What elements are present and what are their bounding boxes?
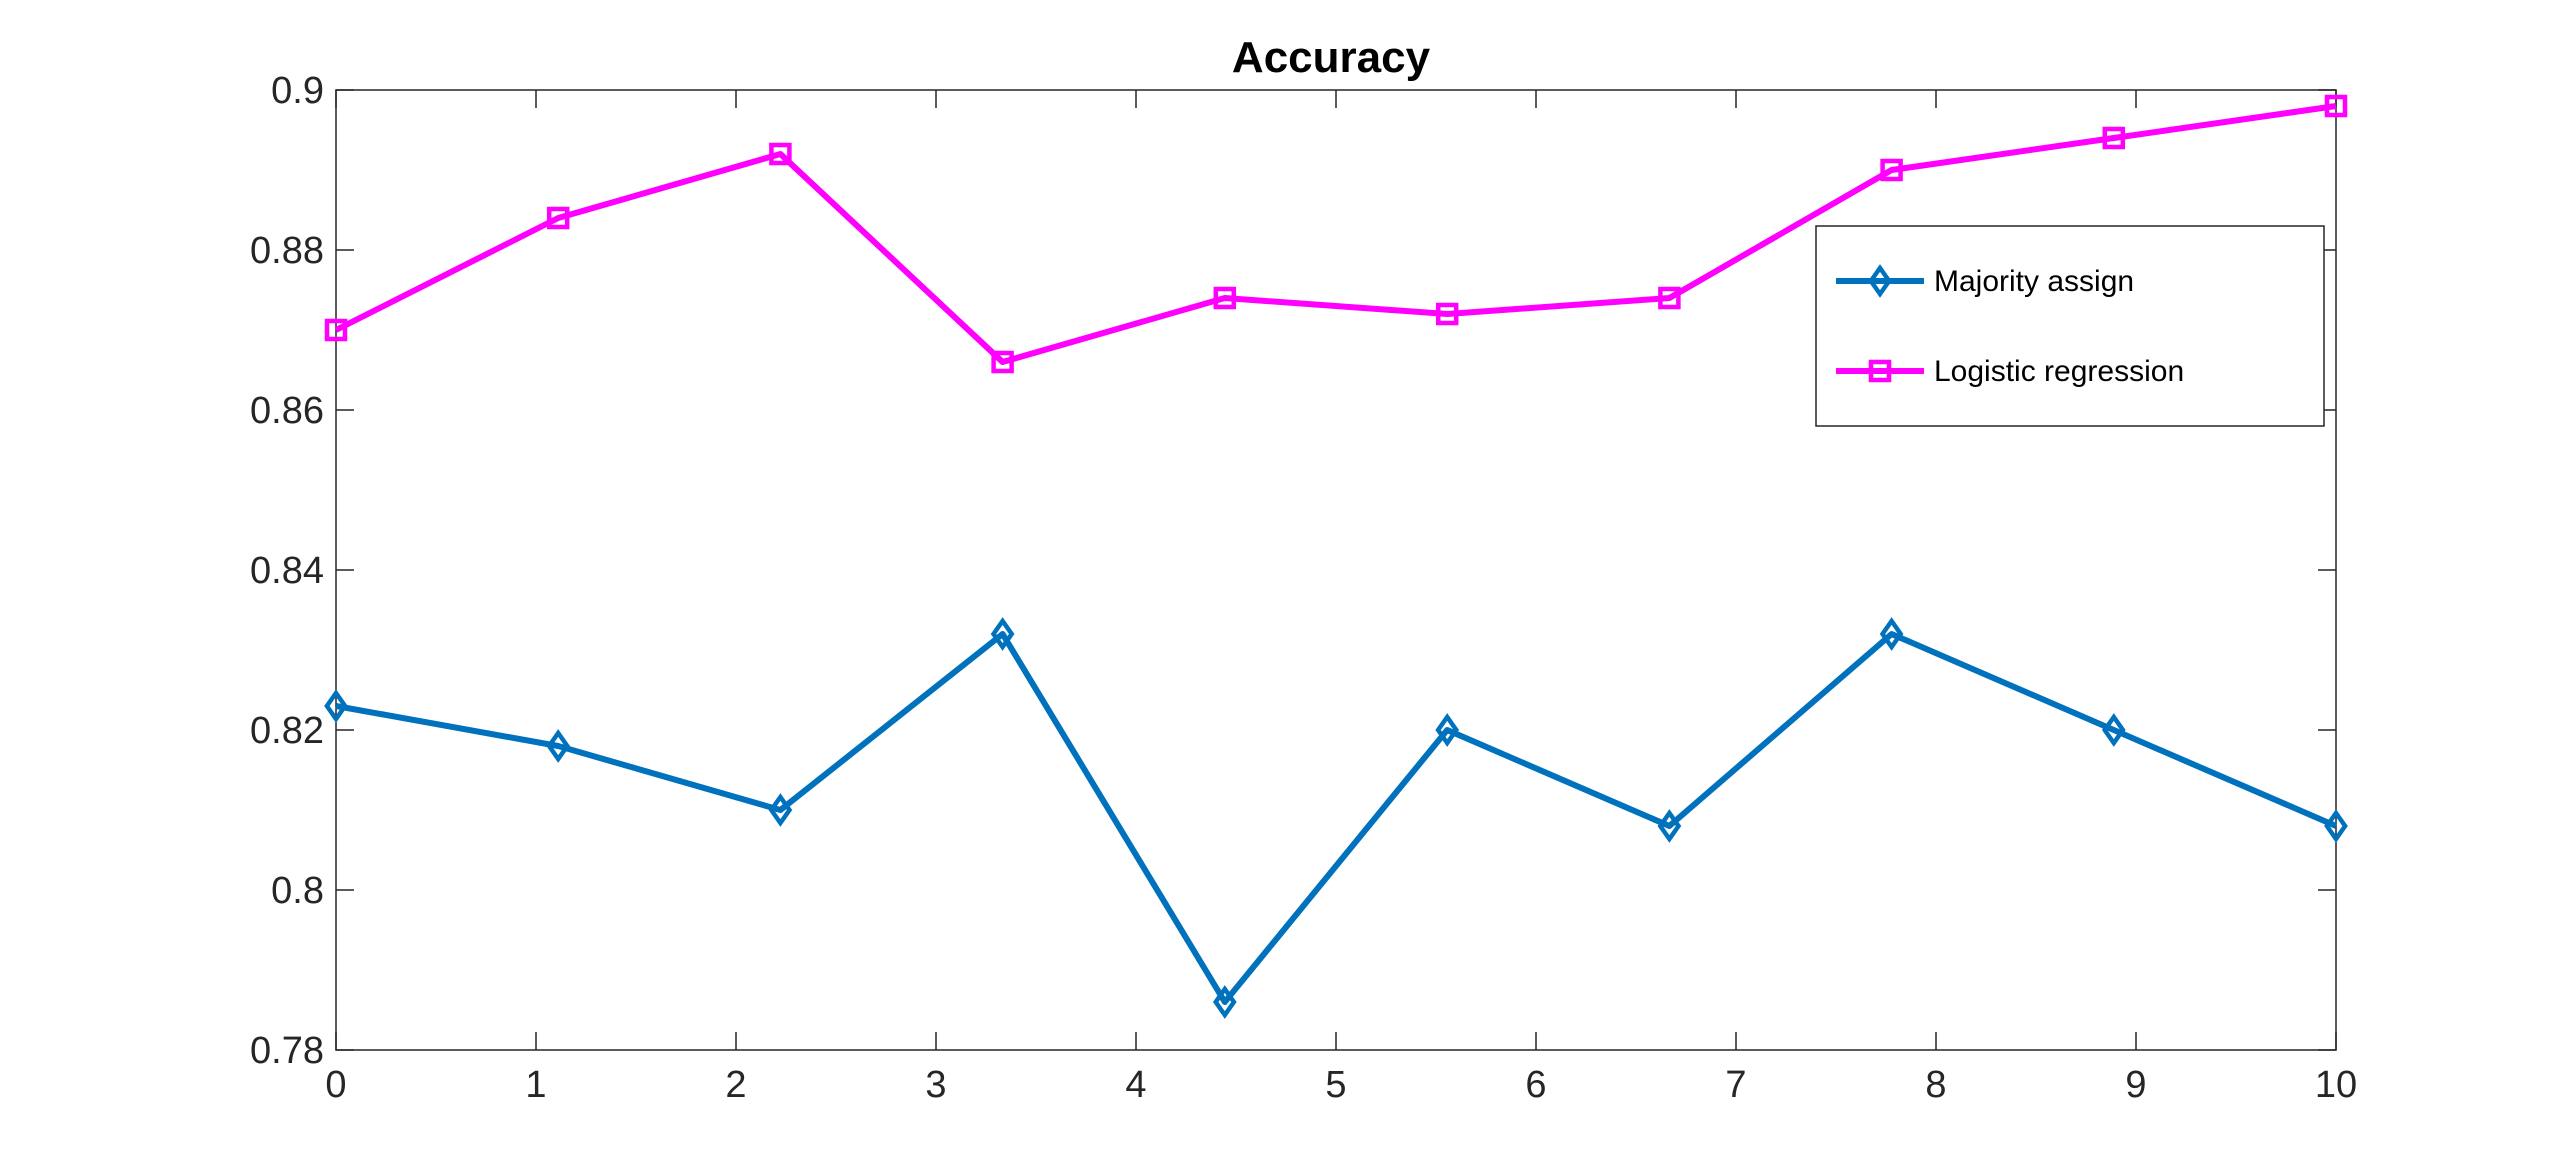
square-marker xyxy=(2102,126,2126,150)
x-tick-label: 0 xyxy=(325,1064,346,1106)
square-marker xyxy=(324,318,348,342)
legend-label: Majority assign xyxy=(1934,265,2134,298)
legend-item: Majority assign xyxy=(1836,264,2134,298)
square-marker xyxy=(2324,94,2348,118)
diamond-marker xyxy=(768,793,793,827)
x-tick-label: 4 xyxy=(1125,1064,1146,1106)
diamond-marker xyxy=(2324,809,2348,843)
y-tick-label: 0.86 xyxy=(250,390,324,432)
y-tick-label: 0.9 xyxy=(271,70,324,112)
x-tick-label: 3 xyxy=(925,1064,946,1106)
x-tick-label: 9 xyxy=(2125,1064,2146,1106)
x-tick-label: 6 xyxy=(1525,1064,1546,1106)
x-tick-label: 1 xyxy=(525,1064,546,1106)
series-1 xyxy=(324,617,2348,1019)
legend-box xyxy=(1815,225,2325,427)
diamond-marker xyxy=(1879,617,1904,651)
square-marker xyxy=(991,350,1014,374)
square-marker xyxy=(1880,158,1903,182)
diamond-marker xyxy=(1435,713,1460,747)
y-tick-label: 0.8 xyxy=(271,870,324,912)
diamond-marker xyxy=(1657,809,1682,843)
diamond-marker xyxy=(324,689,348,723)
diamond-marker xyxy=(546,729,571,763)
axis-ticks: 0 1 2 3 4 5 6 7 8 9 10 0.78 0.8 0.82 0.84 0.86 0.88 0.9 xyxy=(250,70,2357,1106)
y-tick-label: 0.88 xyxy=(250,230,324,272)
x-tick-label: 10 xyxy=(2315,1064,2357,1106)
square-marker xyxy=(1213,286,1237,310)
y-tick-label: 0.84 xyxy=(250,550,324,592)
legend-square-marker xyxy=(1868,359,1892,383)
y-tick-label: 0.82 xyxy=(250,710,324,752)
square-marker xyxy=(1435,302,1459,326)
legend-label: Logistic regression xyxy=(1934,355,2184,388)
x-tick-label: 2 xyxy=(725,1064,746,1106)
legend: Majority assign Logistic regression xyxy=(1815,225,2325,427)
diamond-marker xyxy=(1212,985,1237,1019)
series-layer xyxy=(324,94,2348,1019)
y-tick-label: 0.78 xyxy=(250,1030,324,1072)
square-marker xyxy=(1658,286,1681,310)
legend-diamond-marker xyxy=(1868,264,1892,298)
x-tick-label: 7 xyxy=(1725,1064,1746,1106)
x-tick-label: 8 xyxy=(1925,1064,1946,1106)
diamond-marker xyxy=(2101,713,2126,747)
chart-title: Accuracy xyxy=(1232,33,1431,82)
square-marker xyxy=(769,142,792,166)
x-tick-label: 5 xyxy=(1325,1064,1346,1106)
series-line xyxy=(334,103,2337,365)
legend-item: Logistic regression xyxy=(1836,355,2184,388)
square-marker xyxy=(546,206,570,230)
series-line xyxy=(335,631,2338,1005)
diamond-marker xyxy=(990,617,1015,651)
series-2 xyxy=(324,94,2348,374)
